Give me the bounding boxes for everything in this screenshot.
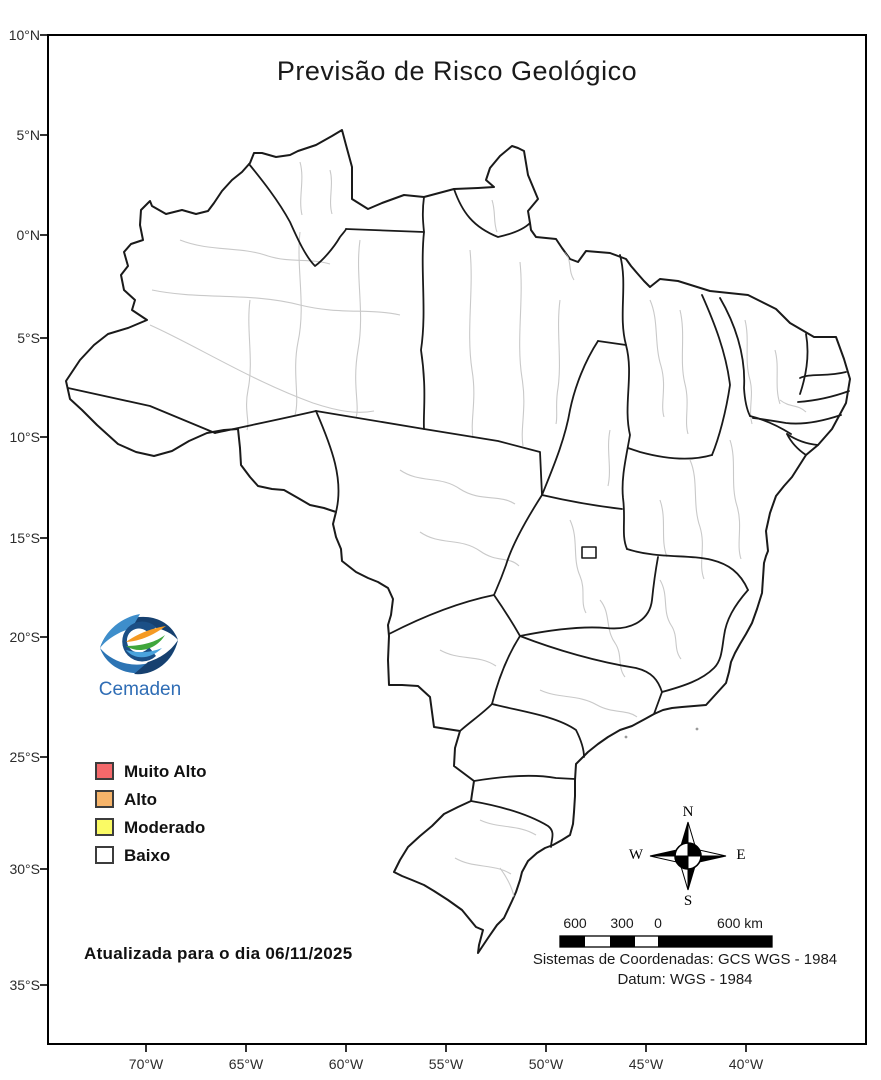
legend-label: Alto: [124, 790, 158, 809]
cemaden-logo-icon: [100, 614, 178, 675]
latitude-ticks: [40, 34, 48, 986]
compass-w-label: W: [628, 847, 644, 863]
legend-swatch-muito-alto: [95, 762, 114, 780]
lon-tick-label: 45°W: [628, 1056, 664, 1072]
state-borders: [67, 163, 850, 848]
legend-label: Muito Alto: [124, 762, 207, 781]
legend-label: Moderado: [124, 818, 206, 837]
scale-bar: [559, 935, 773, 948]
map-frame: [47, 34, 867, 1045]
cemaden-wordmark: Cemaden: [98, 679, 182, 700]
lon-tick-label: 70°W: [128, 1056, 164, 1072]
update-date-note: Atualizada para o dia 06/11/2025: [84, 944, 353, 963]
lat-tick-label: 10°S: [9, 429, 40, 445]
legend-swatch-moderado: [95, 818, 114, 836]
legend-item: Moderado: [95, 818, 295, 840]
compass-e-label: E: [736, 847, 746, 863]
lat-tick-label: 35°S: [9, 977, 40, 993]
scalebar-label: 600: [563, 915, 587, 931]
lat-tick-label: 20°S: [9, 629, 40, 645]
municipality-borders: [149, 161, 807, 915]
lat-tick-label: 0°N: [16, 227, 41, 243]
lat-tick-label: 5°S: [17, 330, 40, 346]
scalebar-label: 0: [654, 915, 662, 931]
lon-tick-label: 55°W: [428, 1056, 464, 1072]
lat-tick-label: 15°S: [9, 530, 40, 546]
lat-tick-label: 10°N: [8, 27, 40, 43]
crs-note-line2: Datum: WGS - 1984: [617, 971, 753, 988]
longitude-ticks: [145, 1044, 747, 1052]
compass-rose-icon: [649, 821, 727, 891]
lat-tick-label: 30°S: [9, 861, 40, 877]
lat-tick-label: 5°N: [16, 127, 41, 143]
compass-s-label: S: [683, 893, 693, 909]
legend-item: Muito Alto: [95, 762, 295, 784]
scalebar-label: 600 km: [717, 915, 763, 931]
legend-item: Alto: [95, 790, 295, 812]
legend-swatch-alto: [95, 790, 114, 808]
crs-note-line1: Sistemas de Coordenadas: GCS WGS - 1984: [532, 951, 838, 968]
lon-tick-label: 40°W: [728, 1056, 764, 1072]
lat-tick-label: 25°S: [9, 749, 40, 765]
legend-item: Baixo: [95, 846, 295, 868]
scalebar-label: 300: [610, 915, 634, 931]
compass-n-label: N: [682, 804, 694, 820]
legend-swatch-baixo: [95, 846, 114, 864]
lon-tick-label: 60°W: [328, 1056, 364, 1072]
coastal-islands: [624, 727, 699, 739]
lon-tick-label: 50°W: [528, 1056, 564, 1072]
lon-tick-label: 65°W: [228, 1056, 264, 1072]
brazil-outline: [65, 129, 851, 954]
page-title: Previsão de Risco Geológico: [276, 56, 638, 86]
legend-label: Baixo: [124, 846, 171, 865]
